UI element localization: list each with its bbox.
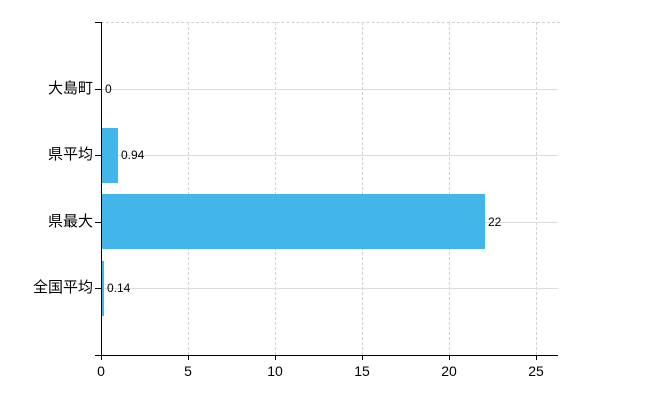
category-label: 大島町 [47, 80, 93, 97]
gridline-v [449, 22, 450, 355]
x-tick [275, 355, 276, 360]
gridline-h [101, 155, 558, 156]
x-tick [362, 355, 363, 360]
bar-value-label: 0.14 [107, 281, 131, 295]
gridline-v [275, 22, 276, 355]
gridline-v [188, 22, 189, 355]
category-label: 全国平均 [32, 279, 93, 296]
gridline-v [536, 22, 537, 355]
gridline-h [101, 288, 558, 289]
bar [102, 128, 118, 183]
bar [102, 261, 104, 316]
y-tick [95, 288, 101, 289]
bar-value-label: 0 [105, 82, 112, 96]
gridline-v [362, 22, 363, 355]
category-label: 県最大 [47, 213, 93, 230]
x-tick [101, 355, 102, 360]
y-tick [95, 155, 101, 156]
y-tick [95, 22, 101, 23]
gridline-h [101, 89, 558, 90]
category-label: 県平均 [47, 146, 93, 163]
x-tick [449, 355, 450, 360]
x-axis-line [95, 355, 558, 356]
bar-value-label: 22 [488, 215, 502, 229]
x-tick-label: 10 [267, 363, 283, 379]
y-tick [95, 89, 101, 90]
x-tick-label: 0 [97, 363, 105, 379]
x-tick-label: 15 [354, 363, 370, 379]
x-tick-label: 25 [528, 363, 544, 379]
plot-top-border [101, 22, 560, 23]
bar-value-label: 0.94 [121, 148, 145, 162]
bar [102, 194, 485, 249]
y-tick [95, 222, 101, 223]
y-axis-line [101, 22, 102, 356]
x-tick-label: 20 [441, 363, 457, 379]
x-tick [188, 355, 189, 360]
x-tick-label: 5 [184, 363, 192, 379]
x-tick [536, 355, 537, 360]
